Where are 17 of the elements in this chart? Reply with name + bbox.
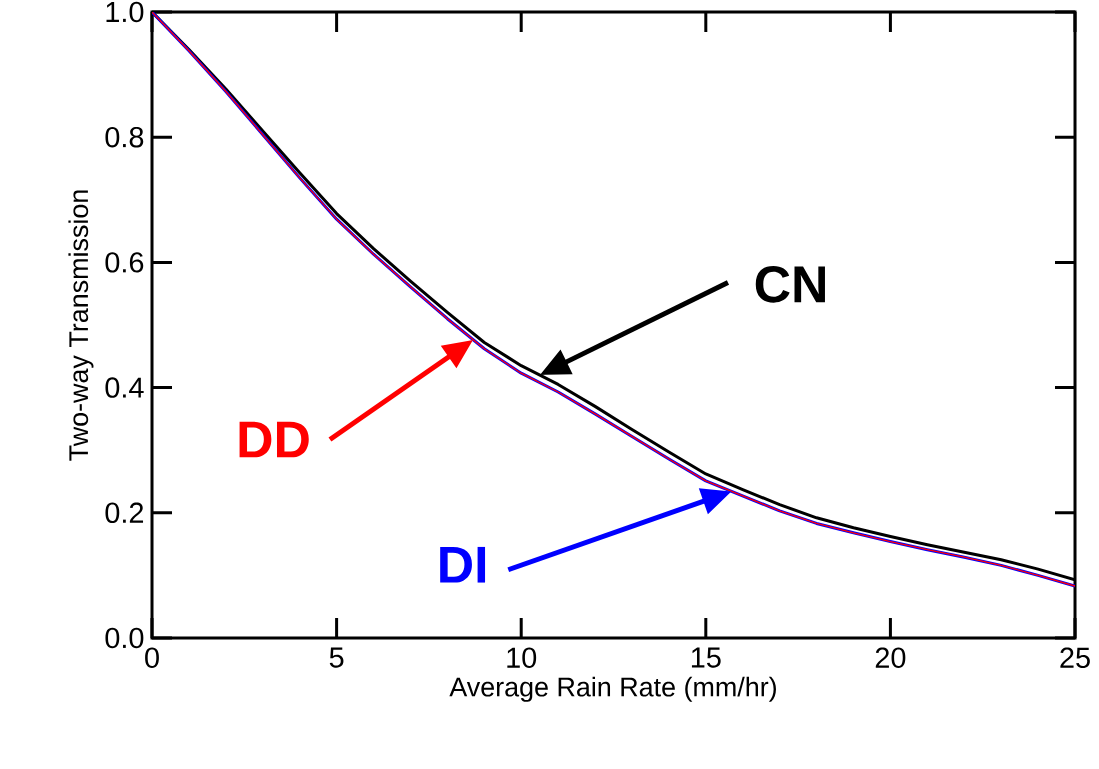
x-tick-label: 15 xyxy=(691,647,721,668)
legend-label: DI xyxy=(440,546,486,583)
y-tick-label: 1.0 xyxy=(106,1,144,23)
x-axis-title: Average Rain Rate (mm/hr) xyxy=(449,676,776,702)
y-tick-label: 0.2 xyxy=(105,502,144,524)
y-tick-label: 0.6 xyxy=(105,252,144,273)
text: DD xyxy=(239,421,309,458)
text: CN xyxy=(755,265,825,303)
y-tick-label: 0.0 xyxy=(105,627,144,649)
y-tick-label: 0.4 xyxy=(105,377,144,398)
x-tick-label: 20 xyxy=(875,647,906,668)
y-tick-label: 0.8 xyxy=(105,126,144,148)
x-tick-label: 0 xyxy=(145,647,159,668)
x-tick-label: 5 xyxy=(329,647,344,668)
x-tick-label: 10 xyxy=(507,647,537,668)
y-axis-title: Two-way Transmission xyxy=(68,190,94,461)
x-tick-label: 25 xyxy=(1060,647,1090,668)
